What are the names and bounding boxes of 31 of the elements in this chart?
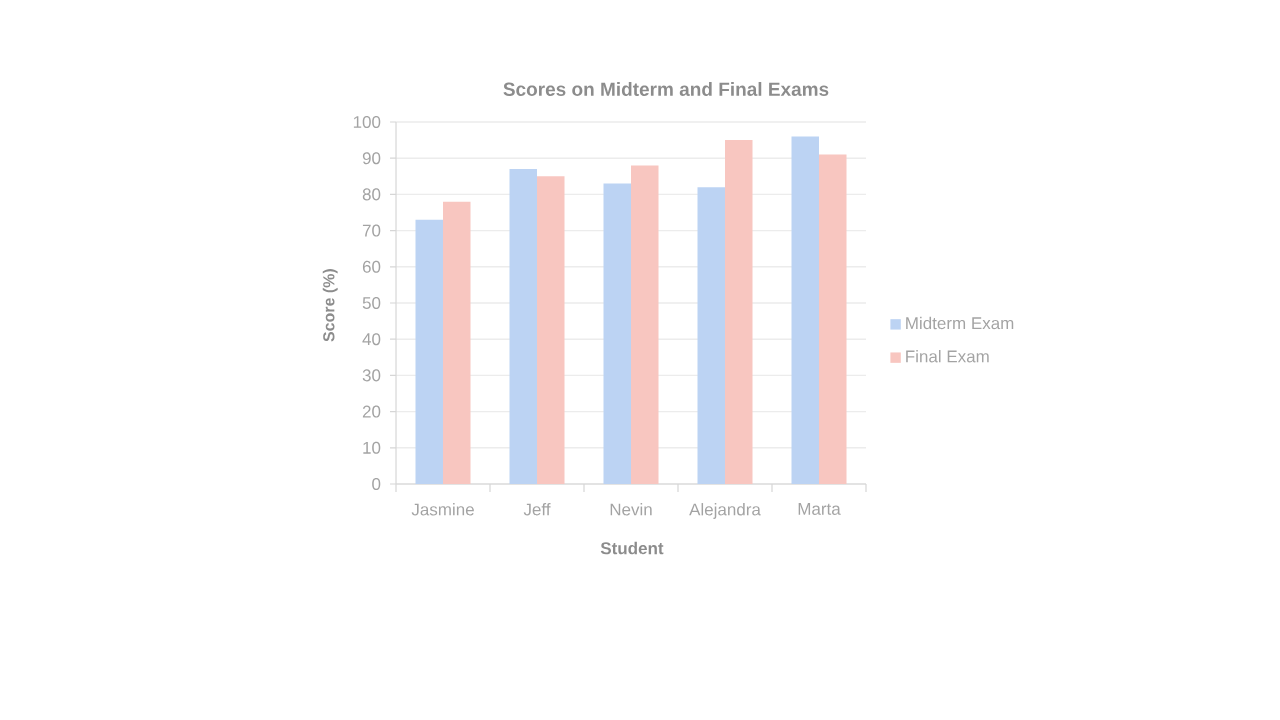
- bar: [443, 201, 471, 484]
- bar: [509, 169, 537, 484]
- y-tick-label: 100: [353, 115, 381, 128]
- y-tick-label: 30: [362, 369, 381, 382]
- bar: [791, 136, 819, 484]
- y-tick-label: 20: [362, 405, 381, 418]
- y-axis-title: Score (%): [322, 269, 338, 342]
- y-tick-label: 10: [363, 441, 381, 454]
- y-tick-label: 70: [362, 224, 381, 237]
- legend-label: Final Exam: [906, 350, 989, 363]
- y-tick-label: 90: [362, 152, 381, 165]
- bar: [603, 183, 631, 484]
- y-tick-label: 50: [362, 296, 381, 309]
- x-tick-label: Jeff: [523, 503, 551, 516]
- chart-title: Scores on Midterm and Final Exams: [503, 82, 829, 96]
- x-axis-title: Student: [600, 541, 664, 555]
- y-tick-label: 40: [362, 333, 381, 346]
- bar: [819, 154, 847, 484]
- bar: [537, 176, 565, 484]
- bar: [631, 165, 659, 484]
- bar: [415, 219, 444, 484]
- y-tick-label: 0: [372, 477, 381, 491]
- x-tick-label: Nevin: [610, 503, 652, 516]
- y-tick-label: 60: [362, 260, 381, 273]
- x-tick-label: Alejandra: [689, 503, 761, 519]
- y-tick-label: 80: [362, 188, 381, 201]
- x-tick-label: Jasmine: [411, 503, 474, 516]
- bar: [725, 140, 753, 484]
- x-tick-label: Marta: [798, 503, 841, 515]
- legend-label: Midterm Exam: [906, 316, 1014, 330]
- bar: [697, 187, 725, 484]
